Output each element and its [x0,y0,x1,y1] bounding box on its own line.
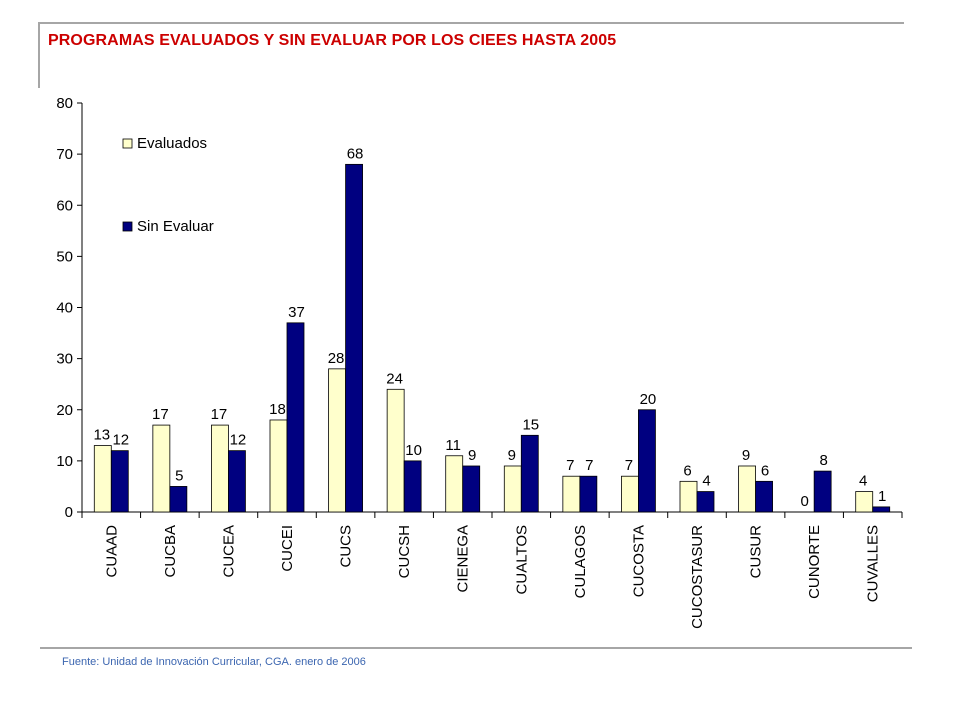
x-category-label: CUCBA [162,525,179,578]
top-rule [40,22,904,24]
data-label-evaluados: 17 [152,406,169,423]
bar-sin-evaluar [579,475,598,513]
data-label-evaluados: 0 [800,493,808,510]
data-label-evaluados: 6 [683,462,691,479]
data-label-sin-evaluar: 8 [819,452,827,469]
bar-sin-evaluar [228,450,246,513]
bar-sin-evaluar [286,322,305,513]
bar-evaluados [621,475,639,513]
data-label-sin-evaluar: 12 [112,432,129,449]
bar-sin-evaluar [872,506,891,513]
bar-evaluados [503,465,522,513]
bar-sin-evaluar [696,491,715,513]
bar-evaluados [445,455,464,513]
bar-evaluados [93,445,112,513]
x-category-label: CUCEA [220,525,237,578]
legend-swatch-sin-evaluar [122,221,133,232]
x-category-label: CUSUR [748,525,765,579]
x-category-label: CUNORTE [806,525,823,599]
y-tick-label: 20 [56,402,73,419]
legend-label-sin-evaluar: Sin Evaluar [137,218,214,235]
x-category-label: CUALTOS [513,525,530,594]
y-tick-label: 50 [56,248,73,265]
x-category-label: CULAGOS [572,525,589,598]
data-label-sin-evaluar: 7 [585,457,593,474]
bar-sin-evaluar [462,465,481,513]
bar-sin-evaluar [169,486,188,513]
bar-sin-evaluar [403,460,422,513]
y-tick-label: 40 [56,300,73,317]
data-label-sin-evaluar: 10 [405,442,422,459]
x-category-label: CUCS [338,525,355,568]
y-tick-label: 30 [56,351,73,368]
bar-evaluados [679,480,698,513]
x-category-label: CUCOSTA [630,525,647,597]
data-label-evaluados: 24 [386,370,403,387]
data-label-sin-evaluar: 20 [640,391,657,408]
left-rule [38,22,40,88]
y-tick-label: 0 [65,504,73,521]
bottom-rule [40,647,912,649]
y-tick-label: 60 [56,197,73,214]
bar-sin-evaluar [345,163,363,513]
data-label-sin-evaluar: 1 [878,488,886,505]
bar-sin-evaluar [813,470,832,513]
bar-evaluados [386,388,405,513]
data-label-evaluados: 13 [93,427,110,444]
legend-label-evaluados: Evaluados [137,135,207,152]
data-label-sin-evaluar: 5 [175,467,183,484]
legend-swatch-evaluados [122,138,133,149]
data-label-evaluados: 7 [625,457,633,474]
data-label-evaluados: 9 [508,447,516,464]
data-label-sin-evaluar: 4 [702,473,710,490]
x-category-label: CUCOSTASUR [689,525,706,629]
chart-bars [93,163,891,513]
x-category-label: CUCSH [396,525,413,578]
bar-evaluados [738,465,756,513]
data-label-evaluados: 4 [859,473,867,490]
x-category-label: CUCEI [279,525,296,572]
x-category-label: CUVALLES [865,525,882,602]
chart-labels: 13 12CUAAD175CUCBA1712CUCEA1837CUCEI2868C… [93,145,886,629]
bar-evaluados [152,424,171,513]
chart-legend: Evaluados Sin Evaluar [122,135,214,235]
bar-evaluados [562,475,581,513]
data-label-evaluados: 11 [445,437,461,454]
bar-evaluados [855,491,874,513]
bar-sin-evaluar [755,480,773,513]
data-label-evaluados: 9 [742,447,750,464]
data-label-sin-evaluar: 6 [761,462,769,479]
data-label-sin-evaluar: 15 [522,416,539,433]
page-title: PROGRAMAS EVALUADOS Y SIN EVALUAR POR LO… [48,32,617,49]
bar-sin-evaluar [638,409,656,513]
y-tick-label: 10 [56,453,73,470]
data-label-evaluados: 17 [211,406,228,423]
bar-evaluados [328,368,346,513]
data-label-sin-evaluar: 68 [347,145,364,162]
bar-evaluados [269,419,288,513]
x-category-label: CIENEGA [455,525,472,593]
bar-evaluados [211,424,229,513]
bar-sin-evaluar [520,434,539,513]
data-label-evaluados: 7 [566,457,574,474]
data-label-evaluados: 28 [328,350,345,367]
data-label-sin-evaluar: 9 [468,447,476,464]
x-category-label: CUAAD [103,525,120,578]
y-tick-label: 80 [56,95,73,112]
data-label-sin-evaluar: 12 [230,432,247,449]
source-note: Fuente: Unidad de Innovación Curricular,… [62,656,366,668]
data-label-sin-evaluar: 37 [288,304,305,321]
y-tick-label: 70 [56,146,73,163]
data-label-evaluados: 18 [269,401,286,418]
bar-sin-evaluar [110,450,129,513]
